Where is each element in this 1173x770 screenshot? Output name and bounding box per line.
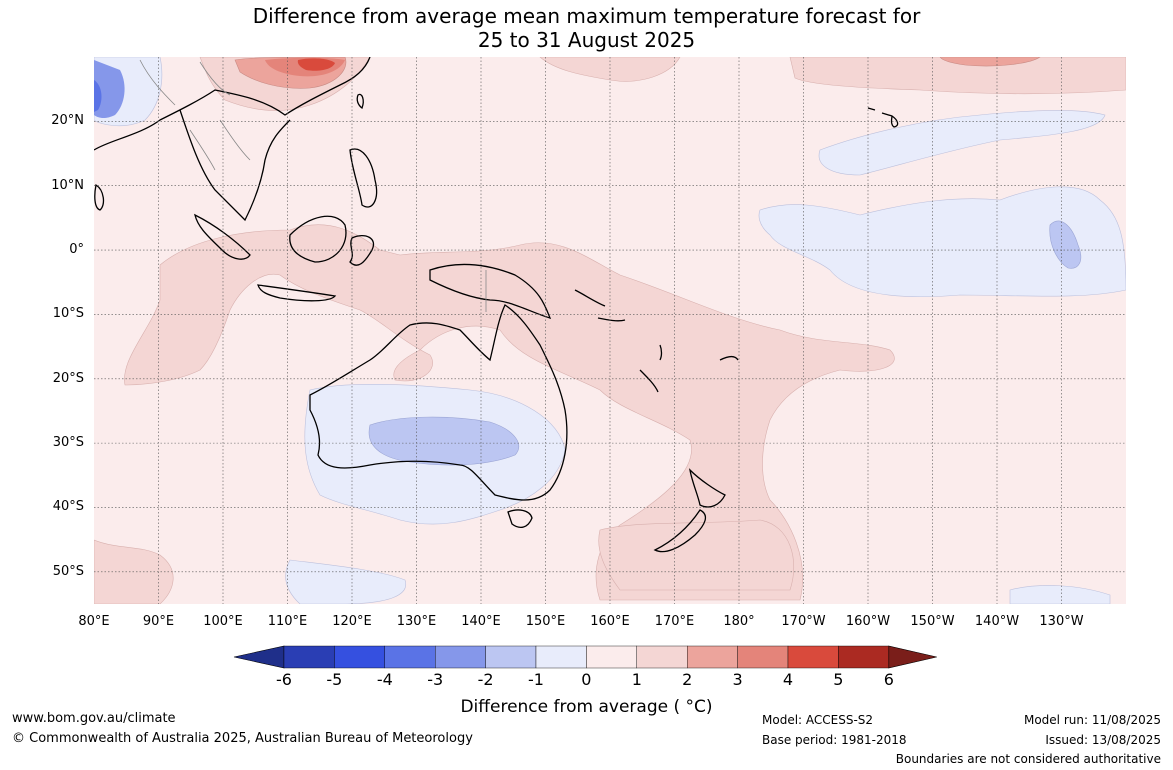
colorbar-cell [334,645,385,669]
coastline-solomons [574,289,626,322]
coastline-sri-lanka [94,183,105,211]
coastline-philippines [349,148,378,208]
anomaly-region-neg1-0 [758,186,1126,298]
colorbar-tick-label: 0 [581,670,592,689]
colorbar-tick-label: 1 [631,670,642,689]
colorbar-extend-low [233,645,285,669]
anomaly-region-1-2 [789,57,1126,95]
coastline-borneo [289,215,347,263]
colorbar-tick-label: 4 [782,670,794,689]
anomaly-region-4-5 [297,58,335,71]
colorbar-tick-label: 6 [883,670,894,689]
anomaly-region-neg1-0 [818,110,1106,176]
colorbar-cells [233,645,937,669]
colorbar-cell [838,645,890,669]
model-name: Model: ACCESS-S2 [762,713,874,727]
colorbar-tick-label: 5 [833,670,844,689]
colorbar-tick-label: 2 [682,670,693,689]
coastline-java [257,284,337,302]
base-period: Base period: 1981-2018 [762,733,907,747]
website-link[interactable]: www.bom.gov.au/climate [12,711,176,726]
colorbar-cell [535,645,587,669]
anomaly-region-neg1-0 [1009,585,1111,604]
longitude-label: 120°E [332,614,372,629]
latitude-label: 30°S [52,435,84,451]
longitude-label: 160°W [845,614,891,629]
anomaly-field [94,57,1126,604]
colorbar-tick-label: -3 [427,670,444,689]
coastline-new-zealand-north [689,468,726,508]
anomaly-region-neg2-neg1 [368,416,520,466]
colorbar-tick-label: -4 [376,670,393,689]
colorbar-cell [586,645,638,669]
longitude-label: 150°W [910,614,955,629]
colorbar-cell [787,645,839,669]
coastline-taiwan [356,93,364,110]
country-borders [139,59,487,312]
anomaly-region-2-3 [939,57,1041,67]
coastline-asia [94,57,371,222]
colorbar-cell [636,645,688,669]
longitude-label: 110°E [267,614,308,629]
colorbar-label: Difference from average ( °C) [460,697,713,717]
latitude-label: 10°N [51,177,84,193]
longitude-label: 180° [723,614,755,629]
colorbar-cell [384,645,436,669]
longitude-label: 170°E [654,614,695,629]
longitude-label: 150°E [525,614,566,629]
colorbar-tick-label: -2 [477,670,494,689]
border-southeast-asia [139,59,251,171]
latitude-label: 20°N [51,113,84,129]
colorbar-tick-label: 3 [732,670,743,689]
copyright-text: © Commonwealth of Australia 2025, Austra… [12,731,473,746]
coastline-new-guinea [429,263,552,320]
colorbar-tick-label: -6 [276,670,292,689]
longitude-label: 140°W [974,614,1020,629]
colorbar-cell [737,645,789,669]
longitude-label: 90°E [142,614,175,629]
forecast-map [94,57,1126,604]
longitude-label: 170°W [781,614,826,629]
longitude-label: 160°E [590,614,630,629]
longitude-label: 140°E [461,614,501,629]
latitude-label: 0° [69,242,84,258]
colorbar-cell [687,645,738,669]
coastline-sumatra [194,213,251,260]
map-title-line2: 25 to 31 August 2025 [477,28,696,52]
coastlines [94,57,899,553]
boundary-disclaimer: Boundaries are not considered authoritat… [895,752,1161,766]
colorbar-tick-label: -5 [326,670,343,689]
coastline-new-zealand-south [653,509,707,553]
coastline-vanuatu-fiji [659,344,739,361]
longitude-label: 80°E [78,614,110,629]
colorbar-tick-label: -1 [528,670,544,689]
colorbar-cell [283,645,335,669]
longitude-label: 100°E [203,614,243,629]
coastline-tasmania [507,509,533,529]
anomaly-region-neg3-neg2 [94,60,125,119]
anomaly-region-1-2 [539,57,681,82]
anomaly-region-1-2 [598,519,794,591]
colorbar-cell [485,645,537,669]
model-run-date: Model run: 11/08/2025 [1023,713,1161,727]
coastline-hawaii [867,107,899,128]
coastline-australia [309,304,568,501]
latitude-label: 10°S [52,306,84,322]
issued-date: Issued: 13/08/2025 [1045,733,1161,747]
anomaly-region-neg4-neg3 [94,80,102,112]
anomaly-region-neg1-0 [285,559,407,604]
coastline-new-caledonia [639,369,659,393]
latitude-label: 40°S [52,499,84,515]
colorbar-cell [435,645,486,669]
gridlines [94,57,1126,604]
latitude-label: 50°S [52,563,84,579]
colorbar-extend-high [888,645,937,669]
latitude-label: 20°S [52,370,84,386]
map-title-line1: Difference from average mean maximum tem… [252,4,921,28]
anomaly-region-neg2-neg1 [1049,220,1082,269]
longitude-label: 130°W [1039,614,1084,629]
longitude-label: 130°E [396,614,437,629]
